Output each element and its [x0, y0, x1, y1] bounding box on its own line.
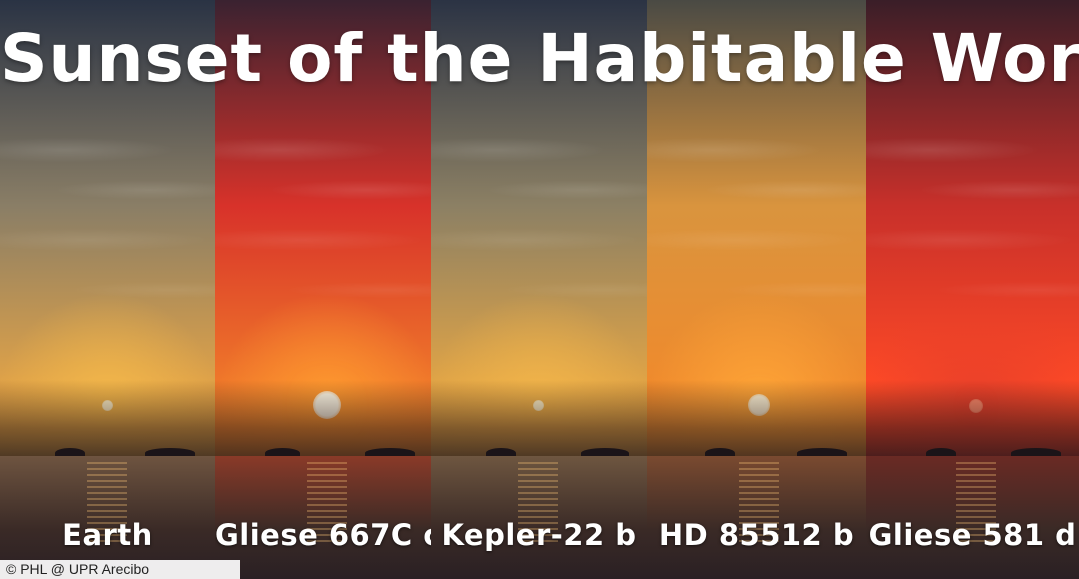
- island: [265, 448, 300, 458]
- panel-kepler-22-b: Kepler-22 b: [431, 0, 647, 579]
- island: [581, 448, 629, 458]
- island: [145, 448, 195, 458]
- island: [1011, 448, 1061, 458]
- planet-label: Kepler-22 b: [441, 518, 637, 552]
- panel-earth: Earth: [0, 0, 215, 579]
- horizon-haze: [215, 380, 431, 460]
- sun-reflection: [739, 462, 779, 542]
- island: [797, 448, 847, 458]
- horizon-haze: [647, 380, 866, 460]
- sea: [866, 456, 1079, 579]
- horizon-haze: [431, 380, 647, 460]
- sun-reflection: [956, 462, 996, 542]
- sun-reflection: [307, 462, 347, 542]
- sun-reflection: [87, 462, 127, 542]
- planet-label: Earth: [62, 518, 153, 552]
- island: [926, 448, 956, 458]
- planet-label: HD 85512 b: [658, 518, 855, 552]
- sea: [215, 456, 431, 579]
- island: [486, 448, 516, 458]
- photo-credit: © PHL @ UPR Arecibo: [0, 560, 240, 579]
- horizon-haze: [866, 380, 1079, 460]
- horizon-haze: [0, 380, 215, 460]
- image-title: Sunset of the Habitable Worlds: [0, 20, 1079, 97]
- panel-gliese-667c-c: Gliese 667C c: [215, 0, 431, 579]
- sea: [431, 456, 647, 579]
- panel-hd-85512-b: HD 85512 b: [647, 0, 866, 579]
- island: [55, 448, 85, 458]
- sun-reflection: [518, 462, 558, 542]
- island: [365, 448, 415, 458]
- sea: [647, 456, 866, 579]
- island: [705, 448, 735, 458]
- planet-label: Gliese 581 d: [868, 518, 1077, 552]
- sea: [0, 456, 215, 579]
- planet-label: Gliese 667C c: [215, 518, 431, 552]
- panel-gliese-581-d: Gliese 581 d: [866, 0, 1079, 579]
